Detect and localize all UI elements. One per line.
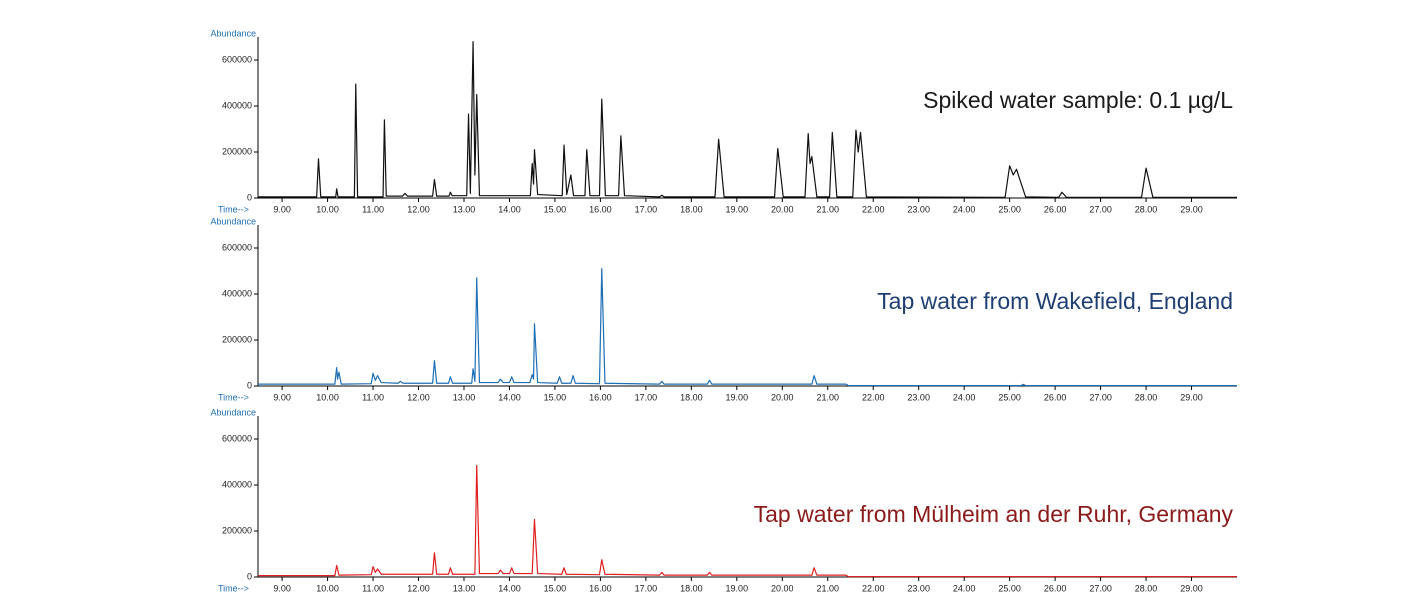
x-tick-label: 13.00 bbox=[453, 204, 476, 214]
x-tick-label: 9.00 bbox=[273, 583, 291, 593]
x-tick-label: 19.00 bbox=[726, 583, 749, 593]
x-tick-label: 19.00 bbox=[726, 204, 749, 214]
x-tick-label: 21.00 bbox=[816, 392, 839, 402]
y-tick-label: 600000 bbox=[222, 433, 252, 443]
y-tick-label: 600000 bbox=[222, 54, 252, 64]
x-tick-label: 26.00 bbox=[1044, 583, 1067, 593]
x-tick-label: 20.00 bbox=[771, 392, 794, 402]
x-tick-label: 10.00 bbox=[316, 204, 339, 214]
x-tick-label: 27.00 bbox=[1089, 583, 1112, 593]
x-tick-label: 15.00 bbox=[544, 204, 567, 214]
y-tick-label: 0 bbox=[247, 380, 252, 390]
x-tick-label: 26.00 bbox=[1044, 392, 1067, 402]
y-tick-label: 400000 bbox=[222, 479, 252, 489]
x-tick-label: 26.00 bbox=[1044, 204, 1067, 214]
x-tick-label: 25.00 bbox=[998, 204, 1021, 214]
x-tick-label: 18.00 bbox=[680, 204, 703, 214]
x-tick-label: 17.00 bbox=[635, 204, 658, 214]
x-tick-label: 24.00 bbox=[953, 204, 976, 214]
x-tick-label: 16.00 bbox=[589, 204, 612, 214]
x-tick-label: 15.00 bbox=[544, 392, 567, 402]
x-tick-label: 25.00 bbox=[998, 583, 1021, 593]
x-axis-label: Time--> bbox=[218, 583, 249, 593]
x-tick-label: 25.00 bbox=[998, 392, 1021, 402]
x-tick-label: 23.00 bbox=[907, 204, 930, 214]
x-tick-label: 22.00 bbox=[862, 204, 885, 214]
x-tick-label: 13.00 bbox=[453, 392, 476, 402]
trace bbox=[258, 464, 1237, 578]
x-tick-label: 13.00 bbox=[453, 583, 476, 593]
x-tick-label: 15.00 bbox=[544, 583, 567, 593]
annotation: Tap water from Mülheim an der Ruhr, Germ… bbox=[754, 501, 1234, 527]
x-tick-label: 22.00 bbox=[862, 392, 885, 402]
x-tick-label: 16.00 bbox=[589, 392, 612, 402]
x-tick-label: 21.00 bbox=[816, 583, 839, 593]
x-tick-label: 9.00 bbox=[273, 204, 291, 214]
y-tick-label: 200000 bbox=[222, 146, 252, 156]
x-tick-label: 29.00 bbox=[1180, 204, 1203, 214]
x-tick-label: 22.00 bbox=[862, 583, 885, 593]
y-tick-label: 400000 bbox=[222, 288, 252, 298]
x-tick-label: 12.00 bbox=[407, 392, 430, 402]
x-tick-label: 9.00 bbox=[273, 392, 291, 402]
x-tick-label: 27.00 bbox=[1089, 204, 1112, 214]
y-tick-label: 200000 bbox=[222, 525, 252, 535]
x-tick-label: 19.00 bbox=[726, 392, 749, 402]
x-tick-label: 14.00 bbox=[498, 392, 521, 402]
x-tick-label: 29.00 bbox=[1180, 392, 1203, 402]
y-tick-label: 200000 bbox=[222, 334, 252, 344]
x-tick-label: 29.00 bbox=[1180, 583, 1203, 593]
y-tick-label: 0 bbox=[247, 192, 252, 202]
x-tick-label: 28.00 bbox=[1135, 392, 1158, 402]
x-tick-label: 14.00 bbox=[498, 204, 521, 214]
x-tick-label: 20.00 bbox=[771, 204, 794, 214]
y-tick-label: 400000 bbox=[222, 100, 252, 110]
y-axis-label: Abundance bbox=[210, 216, 256, 226]
x-tick-label: 12.00 bbox=[407, 583, 430, 593]
x-tick-label: 27.00 bbox=[1089, 392, 1112, 402]
x-tick-label: 24.00 bbox=[953, 392, 976, 402]
x-tick-label: 11.00 bbox=[362, 392, 384, 402]
x-tick-label: 23.00 bbox=[907, 583, 930, 593]
x-tick-label: 20.00 bbox=[771, 583, 794, 593]
x-tick-label: 18.00 bbox=[680, 583, 703, 593]
x-tick-label: 11.00 bbox=[362, 204, 384, 214]
x-tick-label: 23.00 bbox=[907, 392, 930, 402]
trace bbox=[258, 268, 1237, 387]
x-tick-label: 18.00 bbox=[680, 392, 703, 402]
x-tick-label: 16.00 bbox=[589, 583, 612, 593]
x-tick-label: 24.00 bbox=[953, 583, 976, 593]
x-tick-label: 28.00 bbox=[1135, 204, 1158, 214]
x-tick-label: 11.00 bbox=[362, 583, 384, 593]
x-tick-label: 17.00 bbox=[635, 583, 658, 593]
x-tick-label: 12.00 bbox=[407, 204, 430, 214]
y-axis-label: Abundance bbox=[210, 407, 256, 417]
annotation: Tap water from Wakefield, England bbox=[877, 288, 1233, 314]
x-tick-label: 10.00 bbox=[316, 392, 339, 402]
x-tick-label: 21.00 bbox=[816, 204, 839, 214]
x-axis-label: Time--> bbox=[218, 392, 249, 402]
trace bbox=[258, 41, 1237, 198]
x-tick-label: 14.00 bbox=[498, 583, 521, 593]
x-tick-label: 28.00 bbox=[1135, 583, 1158, 593]
y-tick-label: 600000 bbox=[222, 242, 252, 252]
x-axis-label: Time--> bbox=[218, 204, 249, 214]
x-tick-label: 10.00 bbox=[316, 583, 339, 593]
y-tick-label: 0 bbox=[247, 571, 252, 581]
y-axis-label: Abundance bbox=[210, 28, 256, 38]
annotation: Spiked water sample: 0.1 µg/L bbox=[923, 87, 1233, 113]
x-tick-label: 17.00 bbox=[635, 392, 658, 402]
